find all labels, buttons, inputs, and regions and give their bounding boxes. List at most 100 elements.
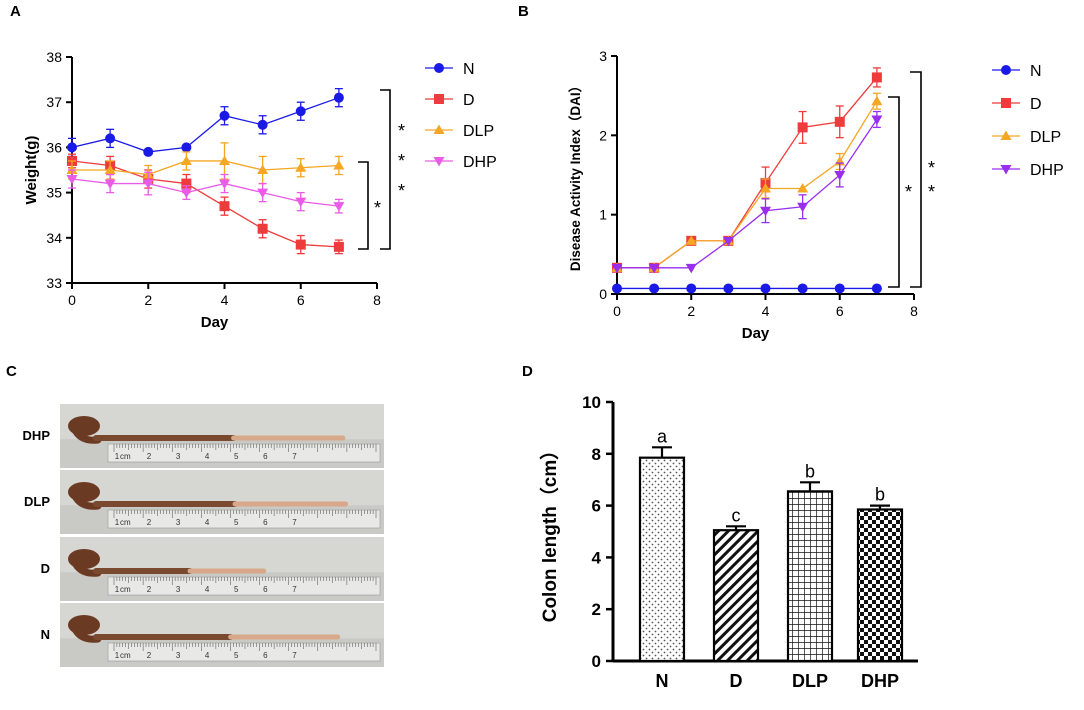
data-point-n: [760, 283, 771, 294]
significance-star: *: [398, 181, 405, 201]
ruler-number: 4: [205, 651, 210, 660]
significance-star: *: [928, 158, 935, 178]
ruler-number: 1: [115, 585, 120, 594]
bar-n: [638, 456, 686, 663]
ruler-number: 3: [176, 518, 181, 527]
y-tick-label: 2: [592, 600, 601, 619]
ruler-number: 7: [292, 651, 297, 660]
series-line-dlp: [72, 160, 339, 176]
ruler-number: 5: [234, 452, 239, 461]
ruler: [107, 576, 381, 596]
ruler-number: 5: [234, 585, 239, 594]
data-point-dlp: [180, 155, 192, 165]
data-point-n: [181, 142, 192, 153]
legend-marker-dlp: [1000, 130, 1012, 140]
ruler-number: 6: [263, 651, 268, 660]
data-point-dhp: [871, 115, 883, 125]
data-point-dlp: [685, 235, 697, 245]
y-tick-label: 35: [46, 185, 62, 201]
legend-label-dlp: DLP: [1030, 129, 1061, 146]
data-point-d: [295, 239, 306, 250]
y-axis-label: Colon length（cm）: [538, 441, 561, 623]
x-tick-label: 8: [373, 292, 381, 308]
data-point-n: [333, 92, 344, 103]
ruler-number: 1: [115, 518, 120, 527]
y-tick-label: 0: [599, 286, 607, 302]
y-tick-label: 38: [46, 49, 62, 65]
series-line-dhp: [71, 178, 339, 207]
y-tick-label: 3: [599, 48, 607, 64]
data-point-dlp: [295, 162, 307, 172]
legend-marker-n: [434, 63, 444, 73]
x-tick-label: 6: [836, 303, 844, 319]
ruler-unit: cm: [120, 651, 131, 660]
legend-marker-dhp: [1000, 165, 1012, 175]
legend-label-dlp: DLP: [463, 123, 494, 140]
y-tick-label: 37: [46, 94, 62, 110]
ruler-number: 6: [263, 518, 268, 527]
ruler-number: 7: [292, 518, 297, 527]
significance-letter: b: [875, 485, 885, 505]
data-point-n: [834, 283, 845, 294]
data-point-d: [257, 223, 268, 234]
x-tick-label-n: N: [656, 671, 669, 691]
weight-chart: 33 34 35 36 37 38 0 2 4 6 8 Day Weight(g) ND DLP DHP * * *…: [23, 49, 497, 331]
legend-marker-d: [434, 94, 444, 104]
legend-marker-dlp: [433, 124, 445, 134]
x-axis-label: Day: [201, 314, 229, 331]
data-point-dhp: [685, 263, 697, 274]
data-point-dhp: [333, 202, 345, 212]
legend-marker-n: [1001, 65, 1011, 75]
data-point-d: [181, 178, 192, 189]
significance-star: *: [928, 182, 935, 202]
ruler: [107, 443, 381, 463]
y-tick-label: 10: [582, 393, 601, 412]
ruler-number: 1: [115, 452, 120, 461]
x-tick-label: 0: [613, 303, 621, 319]
bar-dhp: [856, 508, 904, 663]
x-tick-label: 6: [297, 292, 305, 308]
legend-marker-d: [1001, 98, 1011, 108]
series-line-d: [71, 160, 339, 248]
ruler-number: 4: [205, 585, 210, 594]
series-line-dlp: [617, 100, 878, 269]
ruler-number: 6: [263, 585, 268, 594]
data-point-dhp: [66, 175, 78, 185]
panel-letter-a: A: [10, 3, 21, 20]
data-point-dlp: [66, 164, 78, 174]
ruler-number: 5: [234, 518, 239, 527]
significance-letter: a: [657, 426, 668, 446]
data-point-n: [143, 146, 154, 157]
ruler-number: 4: [205, 518, 210, 527]
legend-label-d: D: [1030, 96, 1042, 113]
data-point-n: [686, 283, 697, 294]
ruler-number: 1: [115, 651, 120, 660]
y-tick-label: 8: [592, 445, 601, 464]
ruler-number: 3: [176, 651, 181, 660]
x-tick-label: 0: [68, 292, 76, 308]
legend-label-dhp: DHP: [1030, 162, 1064, 179]
data-point-dhp: [611, 263, 623, 274]
dai-chart: 0 1 2 3 0 2 4 6 8 Day Disease Activity Index（DAI） N…: [568, 48, 1064, 342]
data-point-n: [67, 142, 77, 153]
x-tick-label-dhp: DHP: [861, 671, 899, 691]
ruler-number: 7: [292, 585, 297, 594]
ruler-unit: cm: [120, 518, 131, 527]
legend-label-n: N: [1030, 63, 1042, 80]
legend-label-n: N: [463, 61, 475, 78]
y-axis-label: Weight(g): [23, 136, 40, 205]
data-point-dhp: [834, 171, 846, 181]
significance-letter: c: [732, 505, 741, 525]
data-point-dhp: [760, 206, 771, 217]
ruler: [107, 509, 381, 529]
significance-star: *: [374, 198, 381, 218]
x-tick-label: 2: [687, 303, 695, 319]
data-point-d: [219, 201, 230, 212]
colon-length-chart: 0 2 4 6 8 10 Colon length（cm） a Nc Db DLP b DHP: [538, 393, 918, 691]
x-tick-label: 4: [762, 303, 770, 319]
data-point-dlp: [871, 95, 883, 106]
data-point-dlp: [797, 182, 809, 193]
significance-bracket: [358, 161, 369, 250]
ruler: [107, 642, 381, 662]
